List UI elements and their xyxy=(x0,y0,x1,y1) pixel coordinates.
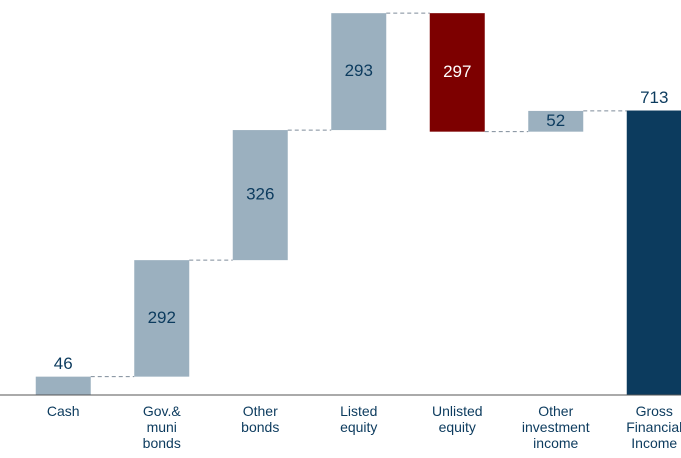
bar xyxy=(35,376,91,395)
x-tick-label: Gov.& muni bonds xyxy=(142,403,181,451)
x-tick-label: Other investment income xyxy=(521,403,590,451)
x-tick-label: Other bonds xyxy=(241,403,280,435)
x-tick-label: Listed equity xyxy=(340,403,378,435)
value-label: 46 xyxy=(54,354,73,373)
bar xyxy=(331,13,387,131)
x-tick-label: Unlisted equity xyxy=(431,403,483,435)
x-tick-label: Gross Financial Income xyxy=(626,403,681,451)
value-label: 297 xyxy=(443,62,471,81)
value-label: 52 xyxy=(546,111,565,130)
bar xyxy=(429,13,485,132)
bar xyxy=(626,110,681,395)
value-label: 293 xyxy=(345,61,373,80)
value-label: 292 xyxy=(148,308,176,327)
bar xyxy=(134,260,190,377)
bar xyxy=(528,110,584,132)
value-label: 326 xyxy=(246,185,274,204)
value-label: 713 xyxy=(640,88,668,107)
bar xyxy=(232,130,288,261)
x-tick-label: Cash xyxy=(46,403,80,419)
